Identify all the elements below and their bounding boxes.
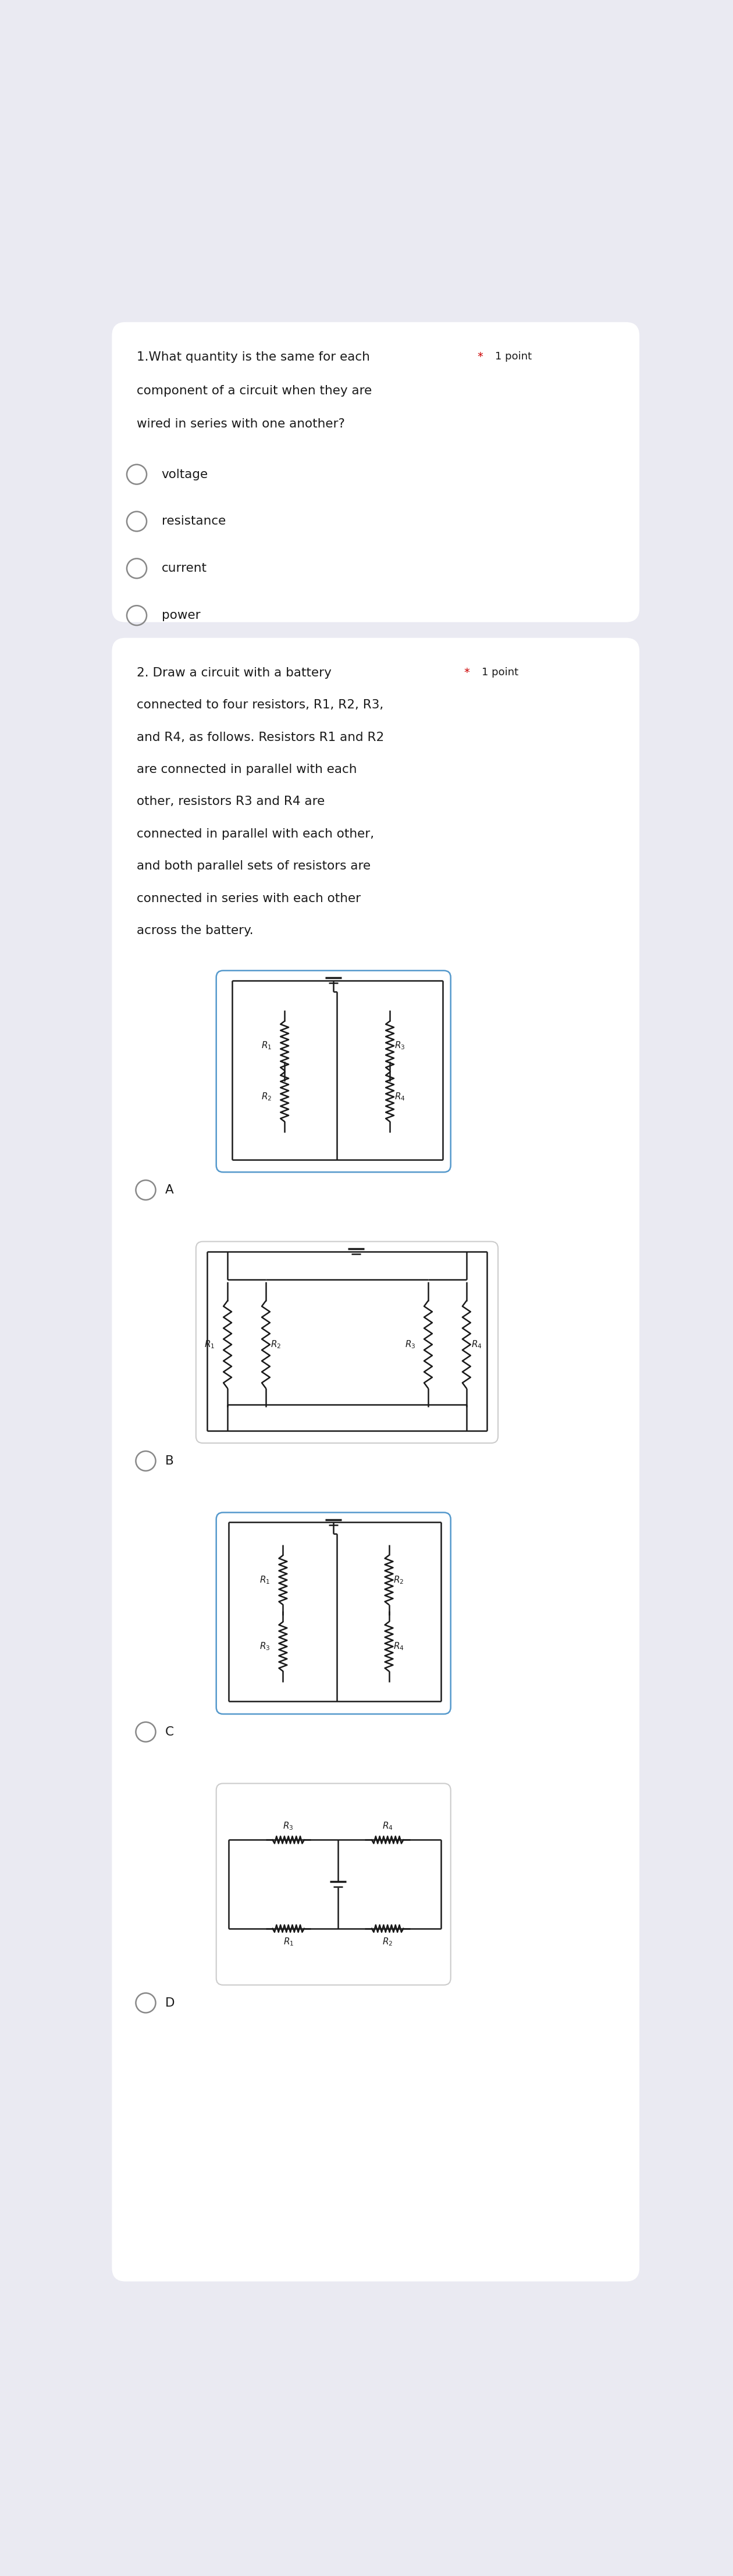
FancyBboxPatch shape [216, 971, 451, 1172]
FancyBboxPatch shape [216, 1783, 451, 1986]
Text: $R_4$: $R_4$ [394, 1092, 405, 1103]
Text: $R_2$: $R_2$ [270, 1340, 281, 1350]
Text: $R_2$: $R_2$ [394, 1574, 404, 1584]
FancyBboxPatch shape [216, 1512, 451, 1713]
Text: 1.What quantity is the same for each: 1.What quantity is the same for each [137, 350, 370, 363]
Text: 1 point: 1 point [482, 667, 518, 677]
FancyBboxPatch shape [196, 1242, 498, 1443]
Text: $R_1$: $R_1$ [283, 1937, 294, 1947]
Text: power: power [161, 611, 200, 621]
Text: connected in series with each other: connected in series with each other [137, 894, 361, 904]
Text: across the battery.: across the battery. [137, 925, 254, 938]
Text: $R_4$: $R_4$ [382, 1821, 393, 1832]
Text: C: C [165, 1726, 174, 1739]
FancyBboxPatch shape [112, 639, 639, 2282]
Text: $R_3$: $R_3$ [405, 1340, 416, 1350]
Text: component of a circuit when they are: component of a circuit when they are [137, 384, 372, 397]
Text: voltage: voltage [161, 469, 208, 479]
Text: *: * [463, 667, 469, 677]
Text: and R4, as follows. Resistors R1 and R2: and R4, as follows. Resistors R1 and R2 [137, 732, 384, 742]
Text: $R_1$: $R_1$ [259, 1574, 270, 1584]
Text: *: * [477, 350, 483, 363]
Text: current: current [161, 562, 207, 574]
FancyBboxPatch shape [112, 322, 639, 623]
Text: $R_2$: $R_2$ [382, 1937, 393, 1947]
Text: and both parallel sets of resistors are: and both parallel sets of resistors are [137, 860, 371, 873]
Text: other, resistors R3 and R4 are: other, resistors R3 and R4 are [137, 796, 325, 806]
Text: $R_2$: $R_2$ [261, 1092, 272, 1103]
Text: $R_3$: $R_3$ [259, 1641, 270, 1651]
Text: $R_1$: $R_1$ [261, 1041, 272, 1051]
Text: $R_3$: $R_3$ [283, 1821, 294, 1832]
Text: connected to four resistors, R1, R2, R3,: connected to four resistors, R1, R2, R3, [137, 698, 383, 711]
Text: resistance: resistance [161, 515, 226, 528]
Text: B: B [165, 1455, 174, 1466]
Text: 2. Draw a circuit with a battery: 2. Draw a circuit with a battery [137, 667, 331, 677]
Text: $R_4$: $R_4$ [471, 1340, 482, 1350]
Text: $R_3$: $R_3$ [394, 1041, 405, 1051]
Text: are connected in parallel with each: are connected in parallel with each [137, 762, 357, 775]
Text: $R_1$: $R_1$ [205, 1340, 215, 1350]
Text: 1 point: 1 point [495, 350, 532, 361]
Text: $R_4$: $R_4$ [394, 1641, 405, 1651]
Text: A: A [165, 1185, 174, 1195]
Text: D: D [165, 1996, 174, 2009]
Text: connected in parallel with each other,: connected in parallel with each other, [137, 827, 374, 840]
Text: wired in series with one another?: wired in series with one another? [137, 417, 345, 430]
